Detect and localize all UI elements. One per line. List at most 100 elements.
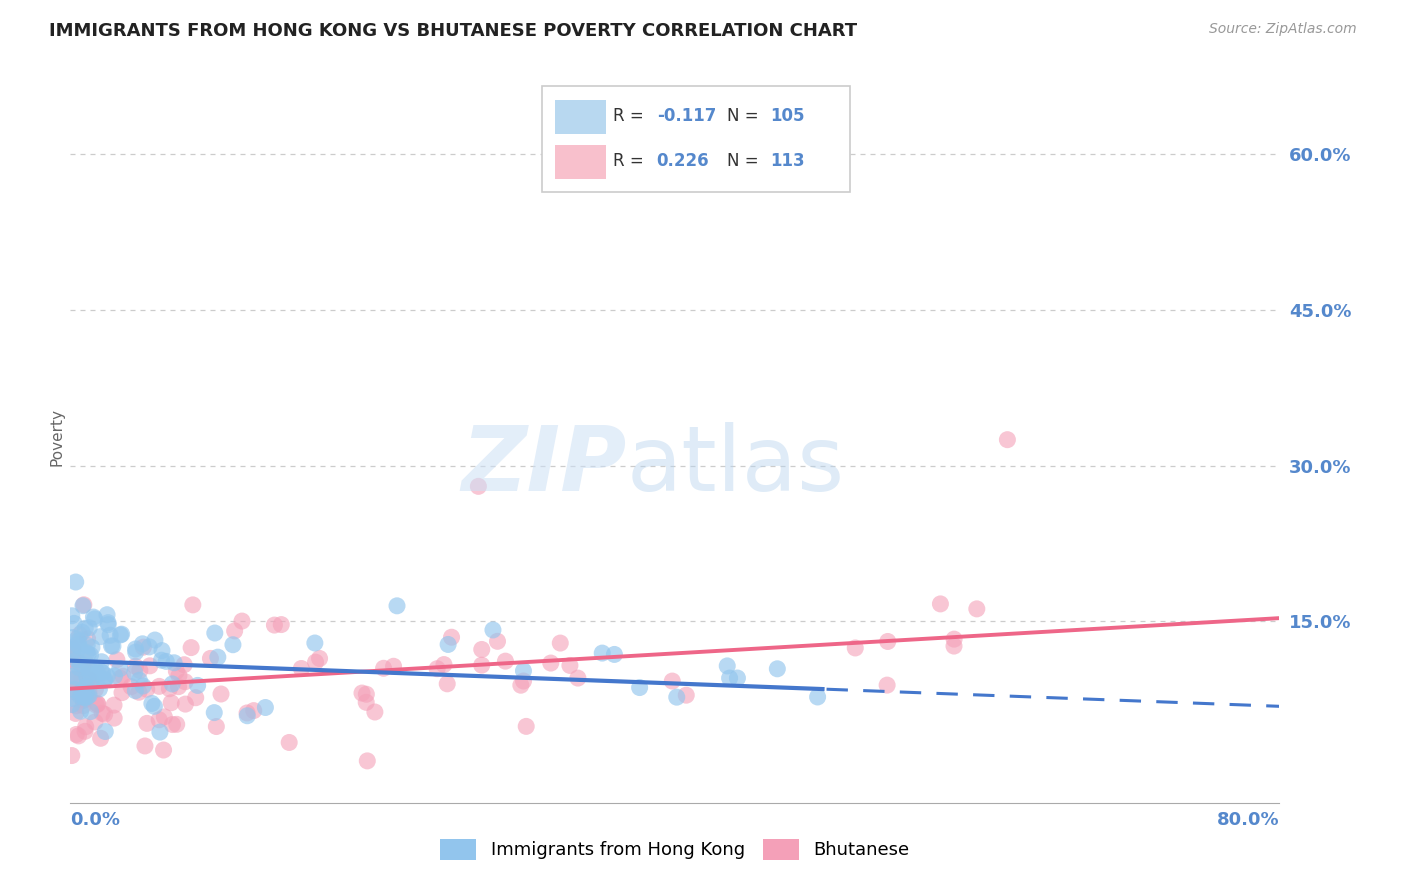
Point <box>67 661 90 675</box>
Point <box>128 685 150 699</box>
Point <box>929 597 952 611</box>
Point <box>124 659 146 673</box>
Point <box>84 682 107 697</box>
Point <box>100 639 122 653</box>
Point <box>143 633 166 648</box>
Point <box>65 698 87 713</box>
Point <box>60 608 83 623</box>
Point <box>467 479 489 493</box>
Point <box>242 704 264 718</box>
Point <box>149 725 172 739</box>
Text: 105: 105 <box>770 107 804 125</box>
Point <box>943 632 966 647</box>
Point <box>426 662 449 676</box>
Point <box>77 684 100 698</box>
Point <box>70 625 93 640</box>
Point <box>60 698 83 712</box>
Text: atlas: atlas <box>627 422 845 510</box>
Point <box>124 665 146 680</box>
Point <box>77 689 100 703</box>
Point <box>187 678 209 692</box>
Point <box>135 682 157 697</box>
Point <box>304 636 326 650</box>
Point <box>155 654 177 668</box>
Point <box>72 690 94 704</box>
Point <box>67 633 90 648</box>
Point <box>94 673 117 687</box>
Point <box>94 724 117 739</box>
Point <box>236 708 259 723</box>
Point <box>138 640 160 654</box>
Point <box>433 657 456 672</box>
Point <box>66 632 89 646</box>
Point <box>222 638 245 652</box>
Point <box>73 690 96 705</box>
Point <box>807 690 830 704</box>
Text: ZIP: ZIP <box>461 422 627 510</box>
Point <box>60 646 83 660</box>
Point <box>603 648 626 662</box>
Point <box>75 680 97 694</box>
Point <box>152 743 174 757</box>
Point <box>72 681 94 696</box>
Point <box>72 693 94 707</box>
Point <box>77 648 100 662</box>
Point <box>60 642 83 657</box>
Point <box>131 637 153 651</box>
Point <box>494 654 516 668</box>
Point <box>304 655 326 669</box>
Point <box>675 688 697 702</box>
Point <box>76 632 98 646</box>
Point <box>148 713 170 727</box>
Text: Source: ZipAtlas.com: Source: ZipAtlas.com <box>1209 22 1357 37</box>
Point <box>844 640 866 655</box>
Point <box>567 671 589 685</box>
Point <box>471 642 494 657</box>
Point <box>165 664 187 678</box>
Point <box>65 670 87 684</box>
Point <box>60 669 83 683</box>
Point <box>101 639 124 653</box>
Point <box>90 665 112 679</box>
Point <box>661 674 683 689</box>
Point <box>540 656 562 670</box>
Point <box>67 729 90 743</box>
Point <box>166 717 188 731</box>
Y-axis label: Poverty: Poverty <box>49 408 65 467</box>
Point <box>97 617 120 632</box>
Point <box>167 668 190 682</box>
Point <box>65 727 87 741</box>
Point <box>96 669 118 683</box>
Point <box>173 657 195 672</box>
Point <box>718 671 741 685</box>
Point <box>91 706 114 721</box>
Point <box>79 648 101 662</box>
Point <box>174 674 197 689</box>
Point <box>62 691 84 706</box>
Point <box>180 640 202 655</box>
Point <box>77 659 100 673</box>
Point <box>167 680 190 694</box>
Point <box>184 690 207 705</box>
Point <box>108 662 131 676</box>
Point <box>62 642 84 657</box>
Text: N =: N = <box>727 107 763 125</box>
Point <box>66 638 89 652</box>
Point <box>103 711 125 725</box>
Point <box>62 631 84 645</box>
Point <box>72 693 94 707</box>
Point <box>153 710 176 724</box>
Point <box>103 698 125 712</box>
Point <box>72 599 94 613</box>
Point <box>104 669 127 683</box>
Point <box>162 717 184 731</box>
Point <box>966 602 988 616</box>
Point <box>725 671 748 685</box>
Point <box>89 630 111 644</box>
Point <box>69 628 91 642</box>
Point <box>236 706 259 720</box>
Point <box>76 690 98 704</box>
Point <box>72 698 94 713</box>
Point <box>63 684 86 698</box>
Point <box>128 663 150 677</box>
